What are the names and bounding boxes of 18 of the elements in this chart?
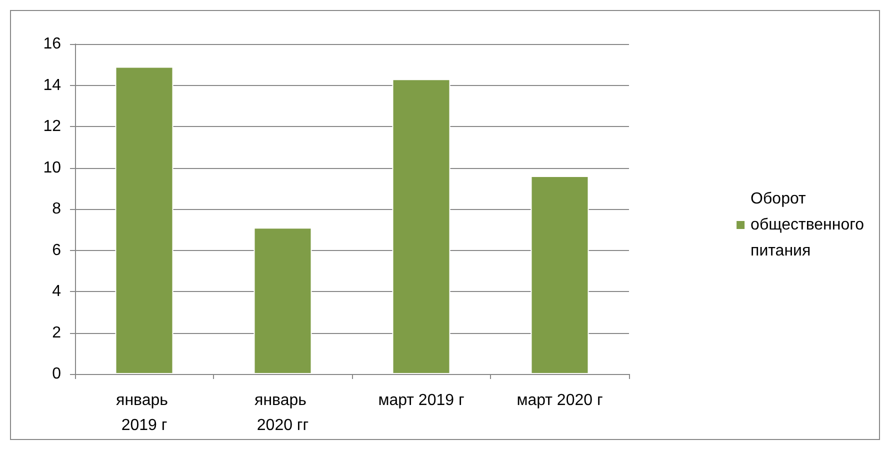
y-tick-label: 12 [43,118,62,135]
x-tick-label: март 2020 г [516,392,603,409]
bar [530,176,589,374]
x-tick-label: январь 2019 г [116,392,172,434]
y-tick-label: 4 [52,283,62,300]
x-tick-label: март 2019 г [378,392,464,409]
x-tick-label: январь 2020 гг [254,392,311,434]
y-tick-label: 16 [43,36,62,52]
bar [254,228,312,374]
y-tick-label: 8 [52,200,62,218]
y-tick-label: 6 [52,242,62,259]
legend-label: Оборот общественного питания [750,190,864,260]
bar [115,66,174,374]
y-tick-label: 10 [43,159,62,176]
bar [392,79,450,374]
y-tick-label: 14 [43,76,62,94]
y-tick-label: 2 [52,324,62,342]
y-tick-label: 0 [52,366,62,382]
